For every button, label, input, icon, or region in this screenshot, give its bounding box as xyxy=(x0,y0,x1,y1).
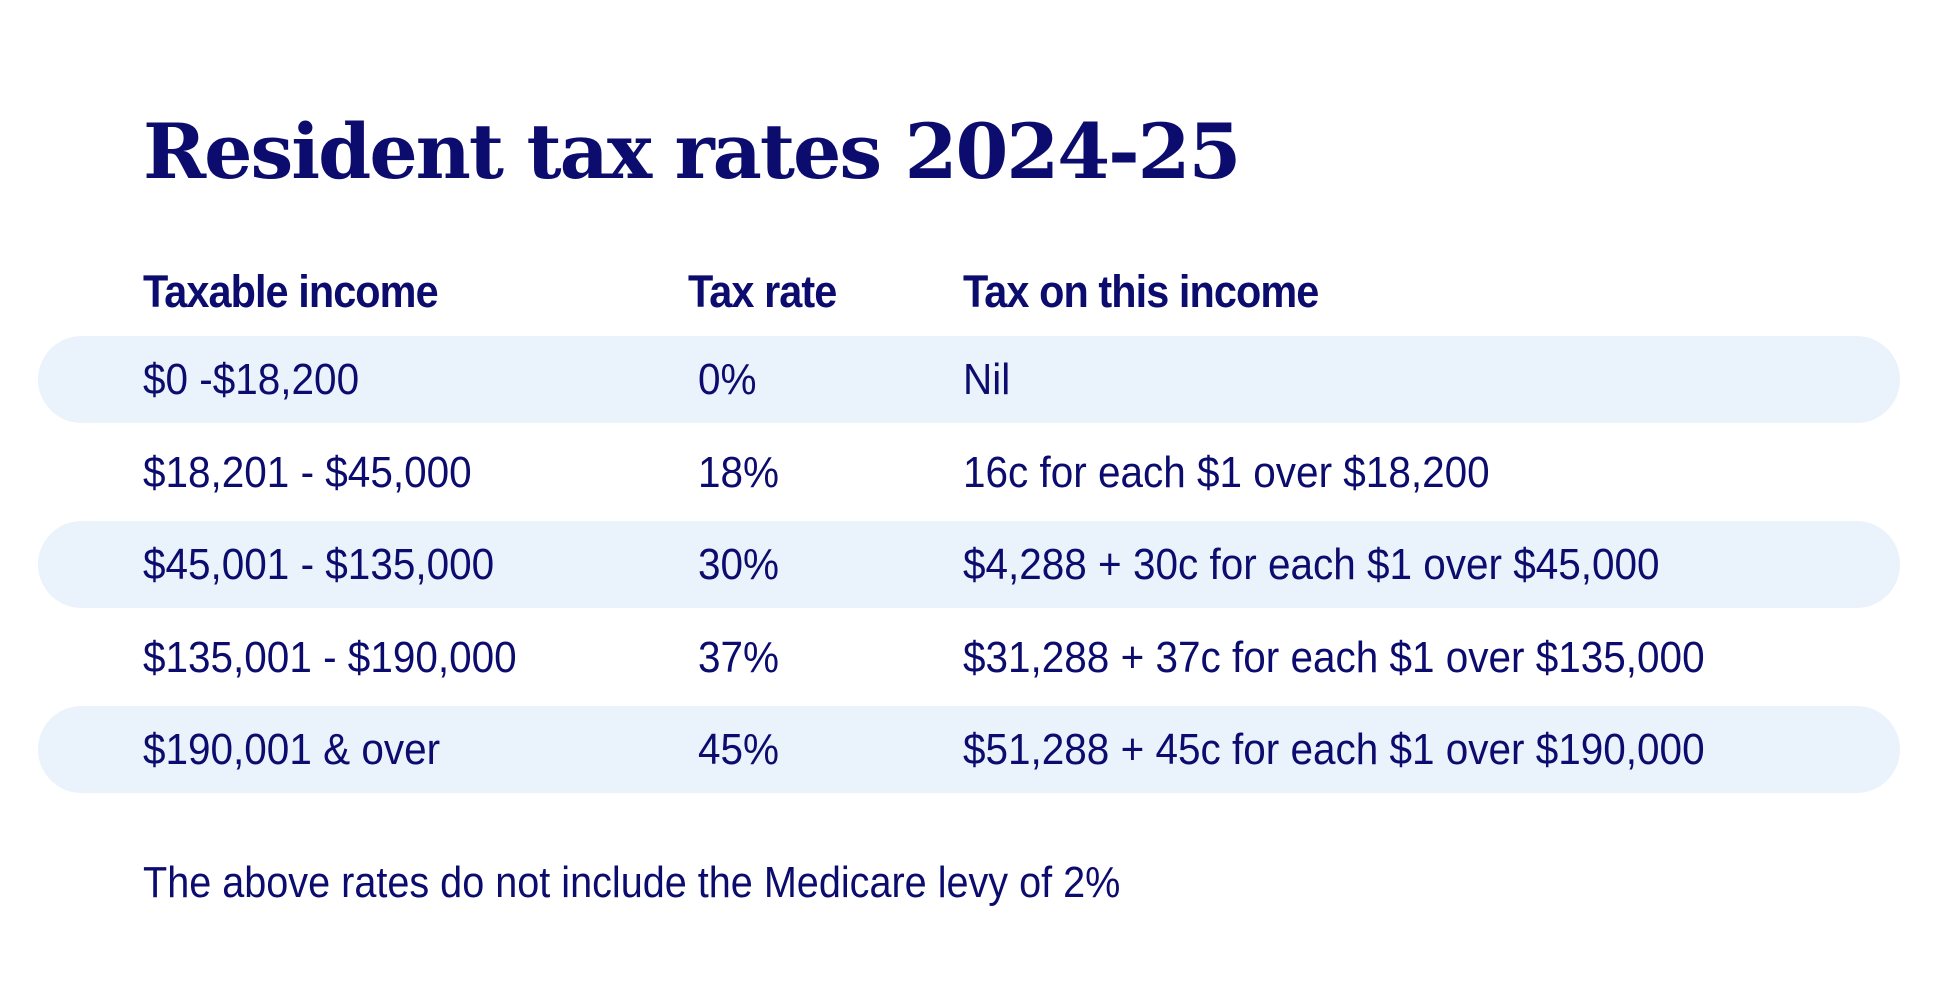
table-row: $45,001 - $135,000 30% $4,288 + 30c for … xyxy=(38,521,1900,608)
rate-cell: 45% xyxy=(698,725,780,774)
tax-cell: $4,288 + 30c for each $1 over $45,000 xyxy=(963,540,1660,589)
table-row: $18,201 - $45,000 18% 16c for each $1 ov… xyxy=(38,429,1900,516)
rate-cell: 18% xyxy=(698,448,780,497)
page-title: Resident tax rates 2024-25 xyxy=(143,107,1241,196)
tax-cell: 16c for each $1 over $18,200 xyxy=(963,448,1490,497)
tax-cell: Nil xyxy=(963,355,1011,404)
header-tax-rate: Tax rate xyxy=(688,266,837,317)
tax-cell: $51,288 + 45c for each $1 over $190,000 xyxy=(963,725,1705,774)
footnote: The above rates do not include the Medic… xyxy=(143,858,1121,907)
table-row: $135,001 - $190,000 37% $31,288 + 37c fo… xyxy=(38,614,1900,701)
table-row: $190,001 & over 45% $51,288 + 45c for ea… xyxy=(38,706,1900,793)
rate-cell: 37% xyxy=(698,633,780,682)
income-cell: $135,001 - $190,000 xyxy=(143,633,517,682)
header-tax-on-income: Tax on this income xyxy=(963,266,1319,317)
income-cell: $0 -$18,200 xyxy=(143,355,360,404)
rate-cell: 30% xyxy=(698,540,780,589)
income-cell: $18,201 - $45,000 xyxy=(143,448,472,497)
income-cell: $190,001 & over xyxy=(143,725,441,774)
rate-cell: 0% xyxy=(698,355,757,404)
tax-cell: $31,288 + 37c for each $1 over $135,000 xyxy=(963,633,1705,682)
income-cell: $45,001 - $135,000 xyxy=(143,540,495,589)
header-taxable-income: Taxable income xyxy=(143,266,439,317)
table-row: $0 -$18,200 0% Nil xyxy=(38,336,1900,423)
